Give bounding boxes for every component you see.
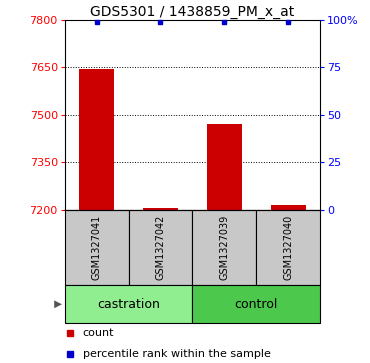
Text: count: count [83,328,114,338]
Bar [79,69,114,209]
Text: percentile rank within the sample: percentile rank within the sample [83,348,270,359]
Text: GSM1327040: GSM1327040 [283,215,293,280]
Bar [270,205,306,209]
Text: GSM1327041: GSM1327041 [92,215,102,280]
Bar [207,124,242,209]
Text: castration: castration [97,298,160,311]
Bar [256,209,320,285]
Text: GSM1327042: GSM1327042 [155,215,165,280]
Bar [65,285,192,323]
Bar [129,209,192,285]
Bar [143,208,178,209]
Text: control: control [235,298,278,311]
Bar [192,209,256,285]
Bar [65,209,129,285]
Title: GDS5301 / 1438859_PM_x_at: GDS5301 / 1438859_PM_x_at [90,5,295,19]
Bar [192,285,320,323]
Text: GSM1327039: GSM1327039 [219,215,229,280]
Text: protocol: protocol [0,298,1,311]
